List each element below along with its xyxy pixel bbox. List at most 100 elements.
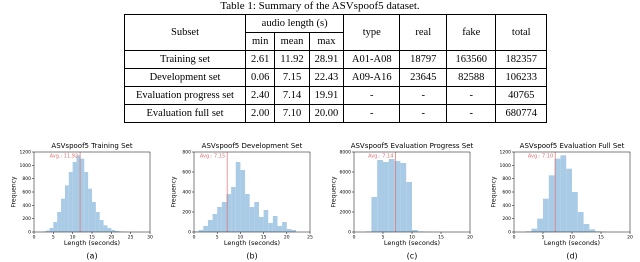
- table-cell: -: [446, 104, 497, 123]
- y-tick-label: 1200: [500, 150, 512, 156]
- bar: [277, 226, 283, 232]
- bar: [282, 222, 287, 232]
- y-tick-label: 2000: [340, 210, 352, 216]
- bar: [286, 229, 292, 232]
- header-cell: fake: [446, 14, 497, 51]
- bar: [577, 212, 584, 232]
- table-cell: 2.00: [244, 104, 276, 123]
- x-tick-label: 5: [52, 235, 55, 241]
- x-tick-label: 10: [238, 235, 244, 241]
- bar: [371, 197, 378, 232]
- x-tick-label: 0: [513, 235, 516, 241]
- y-tick-label: 800: [22, 176, 31, 182]
- bar: [49, 228, 54, 232]
- chart-title: ASVspoof5 Development Set: [202, 142, 303, 150]
- bar: [111, 230, 116, 232]
- bar: [537, 218, 543, 232]
- avg-label: Avg.: 11.92: [50, 154, 78, 160]
- bar: [217, 207, 222, 232]
- bar: [221, 202, 227, 232]
- x-tick-label: 20: [627, 235, 633, 241]
- x-tick-label: 5: [216, 235, 219, 241]
- bar: [543, 198, 549, 232]
- bar: [554, 158, 561, 232]
- table-cell: Evaluation full set: [124, 104, 246, 123]
- x-axis-label: Length (seconds): [224, 239, 280, 247]
- bar: [45, 230, 50, 232]
- x-tick-label: 25: [307, 235, 313, 241]
- avg-label: Avg.: 7.15: [200, 154, 225, 160]
- bar: [566, 168, 572, 232]
- y-tick-label: 400: [502, 203, 511, 209]
- y-tick-label: 200: [502, 216, 511, 222]
- bar: [72, 162, 77, 232]
- bar: [99, 220, 104, 232]
- y-tick-label: 800: [502, 176, 511, 182]
- x-tick-label: 15: [89, 235, 95, 241]
- bar: [231, 187, 236, 232]
- table-cell: 7.10: [274, 104, 310, 123]
- y-tick-label: 600: [182, 170, 191, 176]
- bar: [245, 194, 250, 232]
- avg-label: Avg.: 7.10: [528, 154, 553, 160]
- y-tick-label: 1000: [500, 163, 512, 169]
- x-tick-label: 10: [409, 235, 415, 241]
- y-tick-label: 0: [28, 230, 31, 236]
- subfigure-caption: (b): [246, 252, 257, 261]
- bar: [212, 214, 218, 232]
- x-tick-label: 20: [284, 235, 290, 241]
- chart-title: ASVspoof5 Training Set: [51, 142, 132, 150]
- x-axis-label: Length (seconds): [384, 239, 440, 247]
- subheader-row: min mean max: [125, 32, 547, 51]
- table-row: Evaluation full set 2.00 7.10 20.00- - -68077…: [124, 104, 548, 123]
- bar: [115, 231, 120, 232]
- table-cell: -: [343, 104, 401, 123]
- table-cell: 20.00: [308, 104, 345, 123]
- bar: [103, 225, 108, 232]
- subfigure-caption: (d): [566, 252, 577, 261]
- y-tick-label: 200: [182, 210, 191, 216]
- bar: [207, 220, 213, 232]
- bar: [240, 170, 246, 232]
- bar: [107, 228, 112, 232]
- bar: [88, 188, 92, 232]
- bar: [531, 228, 538, 232]
- table-body: Training set 2.61 11.92 28.91 A01-A08 18797 16…: [124, 50, 548, 123]
- bar: [548, 175, 555, 232]
- bar: [80, 158, 85, 232]
- bar: [291, 230, 297, 232]
- table-row: Evaluation progress set 2.40 7.14 19.91- - -4…: [124, 86, 548, 105]
- y-tick-label: 0: [348, 230, 351, 236]
- chart-title: ASVspoof5 Evaluation Full Set: [520, 142, 625, 150]
- y-tick-label: 600: [502, 190, 511, 196]
- y-tick-label: 0: [508, 230, 511, 236]
- bar: [84, 172, 89, 232]
- y-tick-label: 8000: [340, 150, 352, 156]
- bar: [119, 231, 123, 232]
- bar: [525, 231, 532, 232]
- x-tick-label: 20: [108, 235, 114, 241]
- bar: [583, 224, 590, 232]
- y-axis-label: Frequency: [171, 176, 178, 207]
- bar: [263, 210, 269, 232]
- bar: [249, 207, 255, 232]
- bar: [412, 230, 418, 232]
- y-axis-label: Frequency: [491, 176, 498, 207]
- x-tick-label: 10: [569, 235, 575, 241]
- bar: [595, 231, 601, 232]
- x-axis-label: Length (seconds): [544, 239, 600, 247]
- bar: [95, 212, 100, 232]
- y-tick-label: 800: [182, 150, 191, 156]
- x-tick-label: 0: [33, 235, 36, 241]
- y-tick-label: 1200: [20, 150, 32, 156]
- y-tick-label: 400: [182, 190, 191, 196]
- bar: [254, 202, 259, 232]
- x-tick-label: 20: [467, 235, 473, 241]
- bar: [268, 223, 273, 232]
- subfigure-caption: (c): [407, 252, 418, 261]
- y-tick-label: 400: [22, 203, 31, 209]
- x-tick-label: 0: [353, 235, 356, 241]
- bar: [400, 163, 407, 232]
- y-tick-label: 0: [188, 230, 191, 236]
